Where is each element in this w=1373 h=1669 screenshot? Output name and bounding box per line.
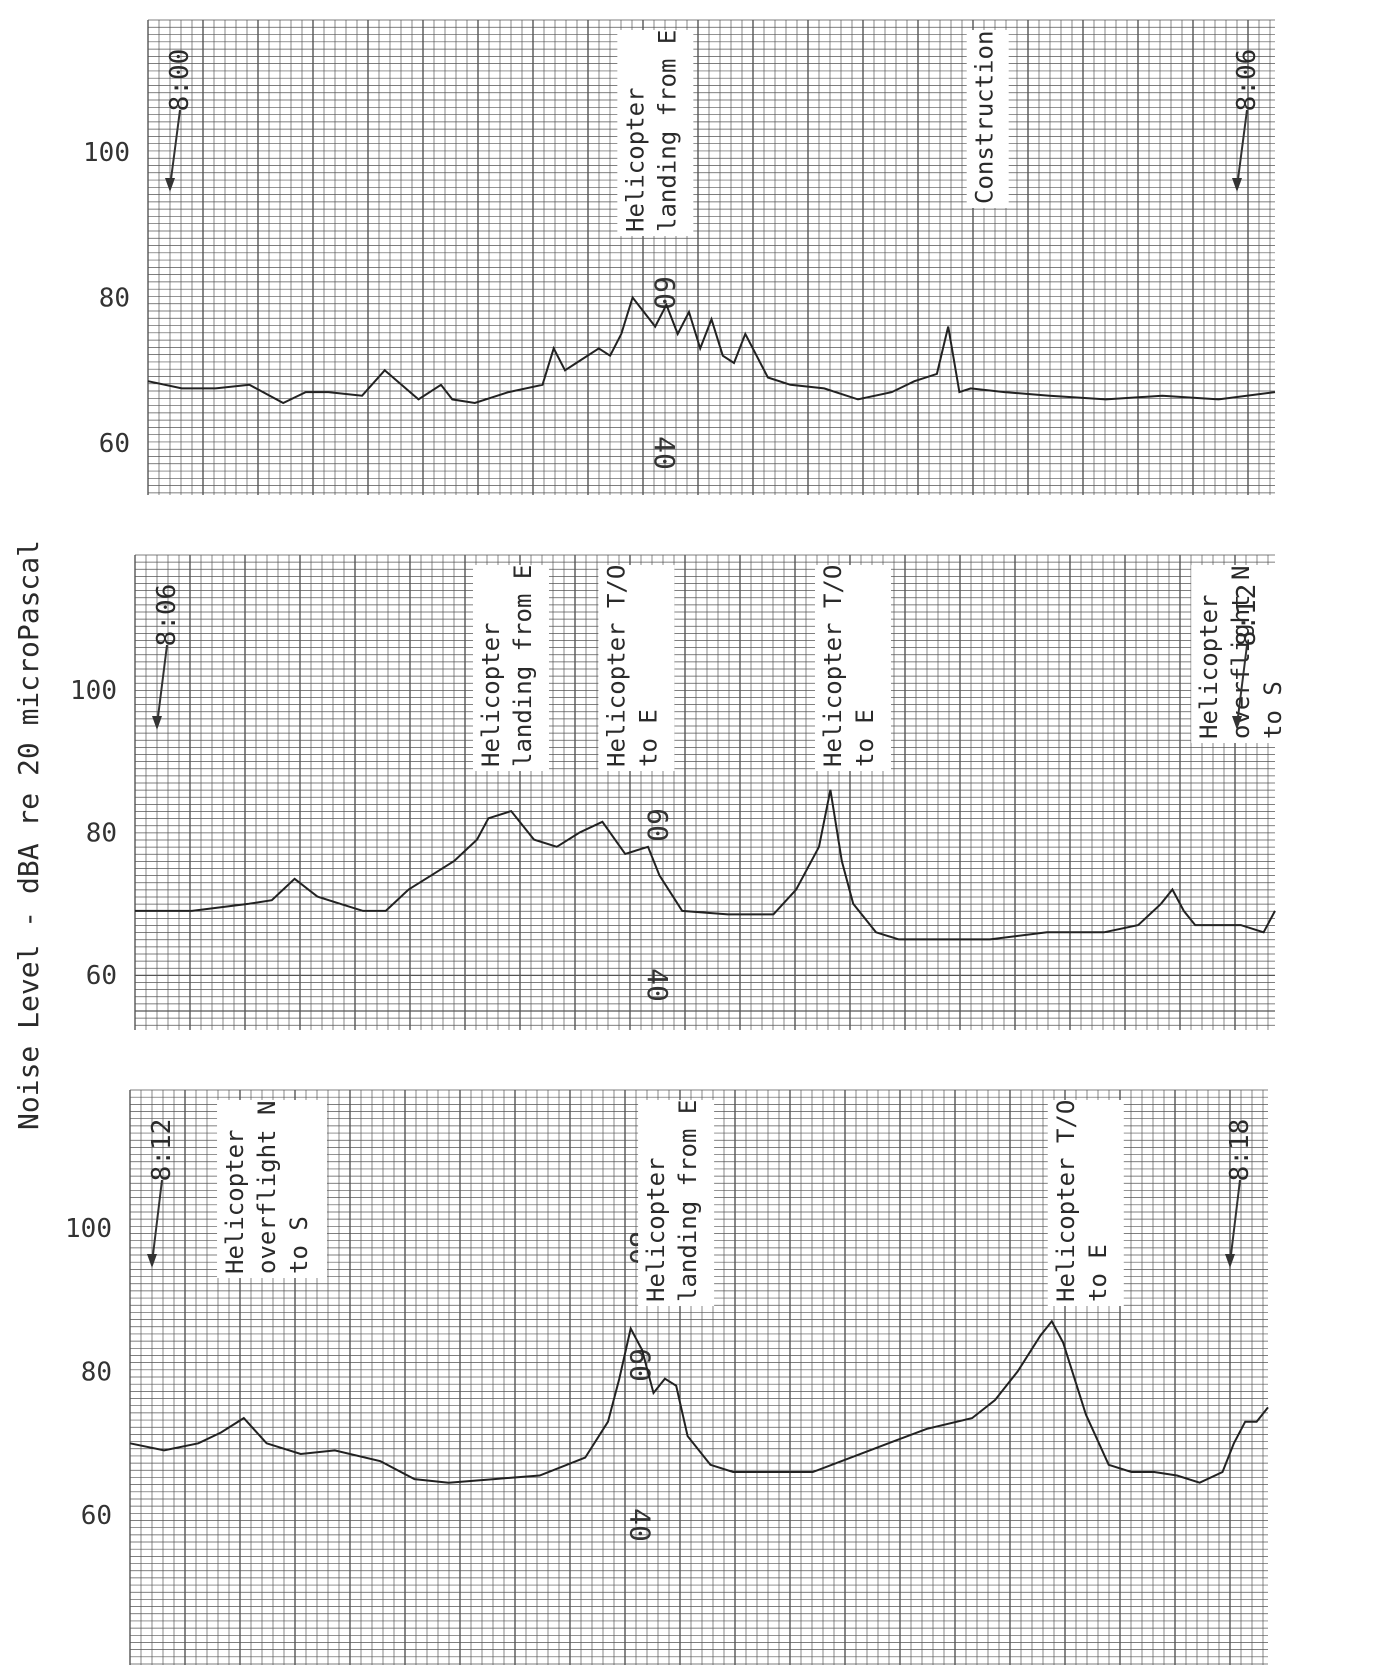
annotation-label: Helicopter T/O	[819, 565, 847, 767]
time-marker-start: 8:00	[165, 49, 195, 112]
annotation-label: Helicopter	[621, 88, 649, 233]
annotation-label: Construction	[971, 31, 999, 204]
time-arrow	[169, 109, 181, 188]
y-tick-label: 80	[81, 1358, 112, 1388]
annotation-label: Helicopter T/O	[602, 565, 630, 767]
annotation-label: Helicopter	[221, 1130, 249, 1275]
time-arrow	[1236, 109, 1248, 188]
annotation-label: to E	[851, 709, 879, 767]
chart-panel-2: 1008060806040Helicopterlanding from EHel…	[70, 554, 1302, 1030]
time-marker-end: 8:12	[1232, 584, 1262, 647]
annotation-label: landing from E	[674, 1100, 702, 1302]
annotation-box	[638, 1100, 715, 1306]
y-tick-label: 100	[83, 138, 130, 168]
paper-scale-label: 60	[641, 808, 674, 842]
annotation-label: to E	[1084, 1244, 1112, 1302]
time-arrow-head	[152, 716, 162, 730]
time-marker-end: 8:18	[1225, 1119, 1255, 1182]
annotation-label: Helicopter	[642, 1158, 670, 1303]
annotation-label: to S	[285, 1216, 313, 1274]
y-tick-label: 60	[81, 1501, 112, 1531]
time-marker-start: 8:12	[147, 1119, 177, 1182]
annotation-label: Helicopter	[1195, 595, 1223, 740]
annotation-box	[617, 30, 694, 236]
annotation-label: to S	[1259, 681, 1287, 739]
chart-panel-1: 1008060806040Helicopterlanding from ECon…	[83, 19, 1276, 495]
annotation-box	[966, 30, 1009, 208]
annotation-label: Helicopter T/O	[1052, 1100, 1080, 1302]
annotation-box	[598, 565, 675, 771]
paper-scale-label: 60	[648, 276, 681, 310]
paper-scale-label: 40	[624, 1508, 657, 1542]
noise-trace	[135, 789, 1276, 941]
grid-lines	[134, 554, 1275, 1030]
annotation-label: landing from E	[653, 30, 681, 232]
time-arrow	[156, 644, 168, 726]
y-tick-label: 60	[86, 961, 117, 991]
y-tick-label: 100	[70, 676, 117, 706]
annotation-box	[1047, 1100, 1124, 1306]
grid-lines	[147, 19, 1275, 495]
annotation-box	[815, 565, 891, 771]
time-arrow-head	[147, 1254, 157, 1268]
annotation-box	[217, 1100, 328, 1278]
annotation-box	[473, 565, 549, 771]
paper-scale-label: 40	[641, 968, 674, 1002]
y-tick-label: 100	[65, 1214, 112, 1244]
chart-panel-3: 1008060806040Helicopteroverflight Nto SH…	[65, 1089, 1269, 1665]
annotation-label: Helicopter	[477, 623, 505, 768]
time-arrow	[151, 1179, 163, 1264]
time-arrow-head	[1232, 178, 1242, 192]
noise-trace	[147, 295, 1276, 405]
time-arrow-head	[165, 178, 175, 192]
time-arrow-head	[1225, 1254, 1235, 1268]
time-marker-start: 8:06	[152, 584, 182, 647]
time-marker-end: 8:06	[1232, 49, 1262, 112]
time-arrow-head	[1232, 716, 1242, 730]
y-axis-label: Noise Level - dBA re 20 microPascal	[12, 540, 45, 1130]
y-tick-label: 80	[99, 284, 130, 314]
noise-trace	[129, 1319, 1269, 1484]
time-arrow	[1236, 644, 1248, 726]
paper-scale-label: 40	[648, 436, 681, 470]
chart-panels: 1008060806040Helicopterlanding from ECon…	[65, 19, 1302, 1665]
annotation-label: landing from E	[509, 565, 537, 767]
time-arrow	[1229, 1179, 1241, 1264]
annotation-label: to E	[634, 709, 662, 767]
y-tick-label: 80	[86, 819, 117, 849]
y-tick-label: 60	[99, 429, 130, 459]
annotation-label: overflight N	[253, 1101, 281, 1274]
annotation-label: overflight N	[1227, 566, 1255, 739]
paper-scale-label: 60	[624, 1348, 657, 1382]
